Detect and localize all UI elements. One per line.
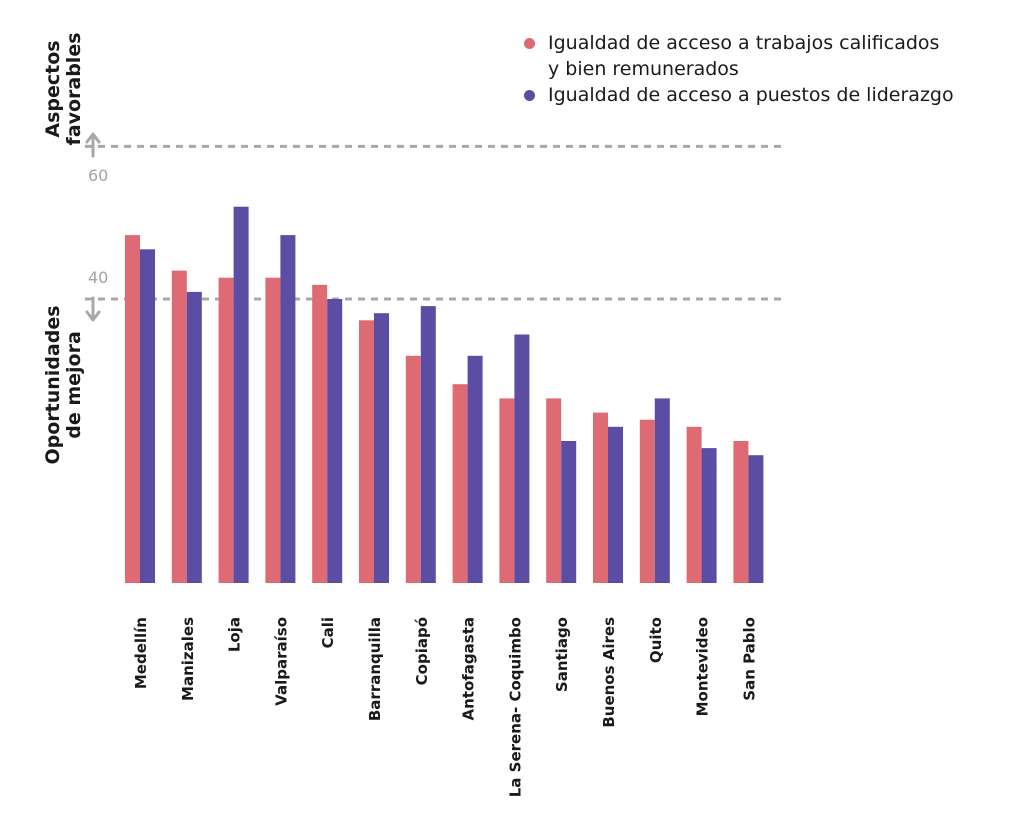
bar-jobs-5 bbox=[359, 320, 374, 583]
bar-leadership-5 bbox=[374, 313, 389, 583]
bar-jobs-0 bbox=[125, 235, 140, 583]
bar-jobs-7 bbox=[452, 384, 468, 583]
bar-jobs-1 bbox=[171, 270, 187, 583]
bar-leadership-11 bbox=[654, 398, 670, 583]
bar-leadership-13 bbox=[748, 455, 764, 583]
annotation-arrows bbox=[85, 132, 101, 322]
x-tick-label: San Pablo bbox=[740, 617, 758, 701]
bar-jobs-11 bbox=[639, 419, 655, 583]
bar-leadership-3 bbox=[280, 235, 296, 583]
bar-leadership-2 bbox=[233, 206, 249, 583]
favorable-line-2: favorables bbox=[63, 32, 85, 146]
legend-item-jobs: Igualdad de acceso a trabajos calificado… bbox=[524, 30, 954, 82]
x-tick-label: Manizales bbox=[179, 617, 197, 701]
legend-label-leadership: Igualdad de acceso a puestos de liderazg… bbox=[548, 84, 954, 106]
x-tick-label: Barranquilla bbox=[366, 617, 384, 721]
favorable-line-1: Aspectos bbox=[42, 40, 64, 138]
arrow-down-icon bbox=[85, 296, 101, 322]
improvement-line-1: Oportunidades bbox=[42, 305, 64, 465]
bar-leadership-6 bbox=[420, 306, 436, 583]
bar-jobs-6 bbox=[405, 355, 421, 583]
bar-jobs-13 bbox=[733, 441, 749, 583]
bar-leadership-8 bbox=[514, 334, 530, 583]
improvement-opportunities-label: Oportunidades de mejora bbox=[42, 305, 85, 465]
y-tick-label-60: 60 bbox=[88, 166, 109, 185]
legend-label-jobs-line-1: Igualdad de acceso a trabajos calificado… bbox=[548, 32, 940, 54]
bar-jobs-10 bbox=[593, 412, 608, 583]
bar-leadership-1 bbox=[186, 291, 202, 583]
bar-leadership-10 bbox=[608, 426, 623, 583]
bars-group bbox=[125, 206, 764, 584]
x-tick-label: Cali bbox=[319, 617, 337, 648]
x-tick-label: Loja bbox=[226, 617, 244, 652]
bar-leadership-0 bbox=[140, 249, 155, 584]
bar-jobs-4 bbox=[312, 284, 328, 583]
bar-jobs-3 bbox=[265, 277, 281, 583]
x-tick-label: Montevideo bbox=[694, 617, 712, 716]
legend-marker-jobs bbox=[524, 38, 535, 49]
improvement-line-2: de mejora bbox=[63, 331, 85, 439]
bar-jobs-9 bbox=[546, 398, 562, 583]
bar-jobs-8 bbox=[499, 398, 515, 583]
y-tick-label-40: 40 bbox=[88, 268, 109, 287]
x-tick-label: Buenos Aires bbox=[600, 617, 618, 728]
reference-lines bbox=[85, 144, 787, 301]
favorable-aspects-label: Aspectos favorables bbox=[42, 32, 85, 146]
legend-item-leadership: Igualdad de acceso a puestos de liderazg… bbox=[524, 82, 954, 108]
arrow-up-icon bbox=[85, 132, 101, 158]
bar-leadership-7 bbox=[467, 355, 483, 583]
x-tick-labels: Medellín Manizales Loja Valparaíso Cali Barra… bbox=[132, 617, 758, 797]
legend-marker-leadership bbox=[524, 90, 535, 101]
x-tick-label: Quito bbox=[647, 617, 665, 663]
bar-leadership-4 bbox=[327, 299, 343, 583]
x-tick-label: Antofagasta bbox=[460, 617, 478, 721]
x-tick-label: La Serena- Coquimbo bbox=[506, 617, 524, 797]
legend: Igualdad de acceso a trabajos calificado… bbox=[524, 30, 954, 108]
legend-label-jobs-line-2: y bien remunerados bbox=[548, 58, 739, 80]
bar-leadership-12 bbox=[701, 448, 717, 583]
x-tick-label: Valparaíso bbox=[272, 617, 290, 706]
bar-leadership-9 bbox=[561, 441, 577, 583]
x-tick-label: Copiapó bbox=[413, 617, 431, 685]
bar-jobs-2 bbox=[218, 277, 234, 583]
bar-jobs-12 bbox=[686, 426, 702, 583]
x-tick-label: Medellín bbox=[132, 617, 150, 689]
x-tick-label: Santiago bbox=[553, 617, 571, 692]
